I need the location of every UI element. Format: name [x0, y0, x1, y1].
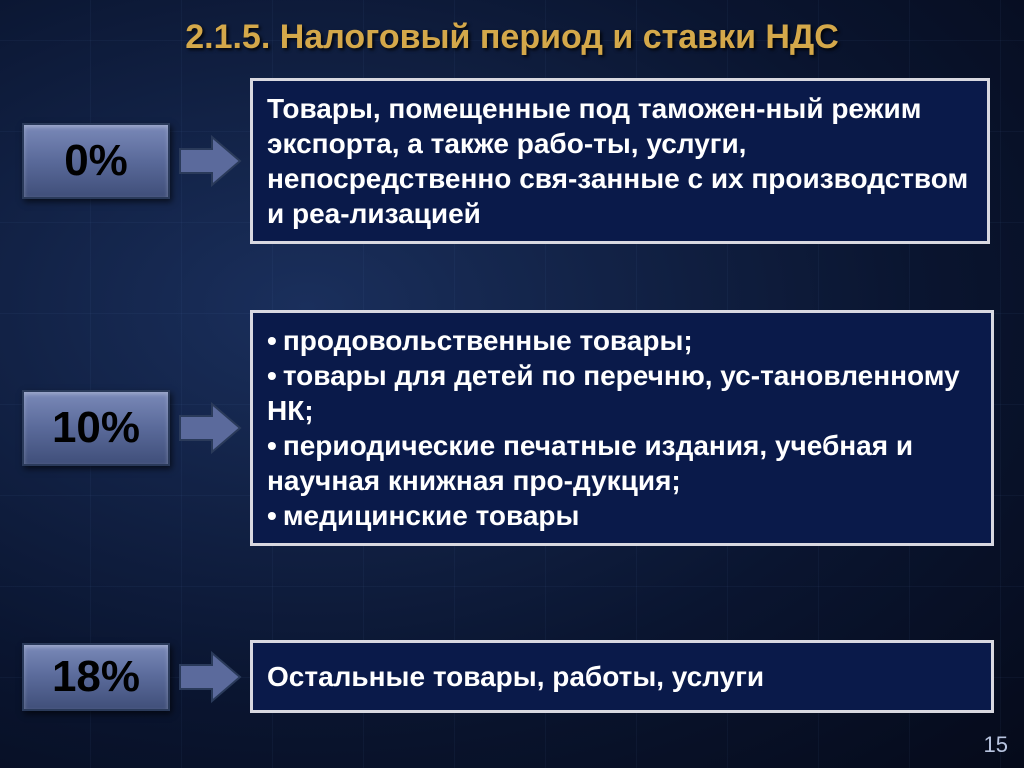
arrow-icon [178, 133, 242, 189]
list-item: товары для детей по перечню, ус-тановлен… [267, 358, 977, 428]
list-item: медицинские товары [267, 498, 977, 533]
arrow-icon [178, 400, 242, 456]
arrow-icon [178, 649, 242, 705]
list-item: периодические печатные издания, учебная … [267, 428, 977, 498]
desc-box-2: Остальные товары, работы, услуги [250, 640, 994, 713]
desc-box-1: продовольственные товары; товары для дет… [250, 310, 994, 546]
rate-box-2: 18% [22, 643, 170, 711]
desc-box-0: Товары, помещенные под таможен-ный режим… [250, 78, 990, 244]
desc-list-1: продовольственные товары; товары для дет… [267, 323, 977, 533]
rate-row-2: 18% Остальные товары, работы, услуги [22, 640, 994, 713]
page-number: 15 [984, 732, 1008, 758]
slide-title: 2.1.5. Налоговый период и ставки НДС [0, 18, 1024, 57]
rate-row-1: 10% продовольственные товары; товары для… [22, 310, 994, 546]
rate-box-0: 0% [22, 123, 170, 199]
rate-row-0: 0% Товары, помещенные под таможен-ный ре… [22, 78, 990, 244]
rate-box-1: 10% [22, 390, 170, 466]
list-item: продовольственные товары; [267, 323, 977, 358]
